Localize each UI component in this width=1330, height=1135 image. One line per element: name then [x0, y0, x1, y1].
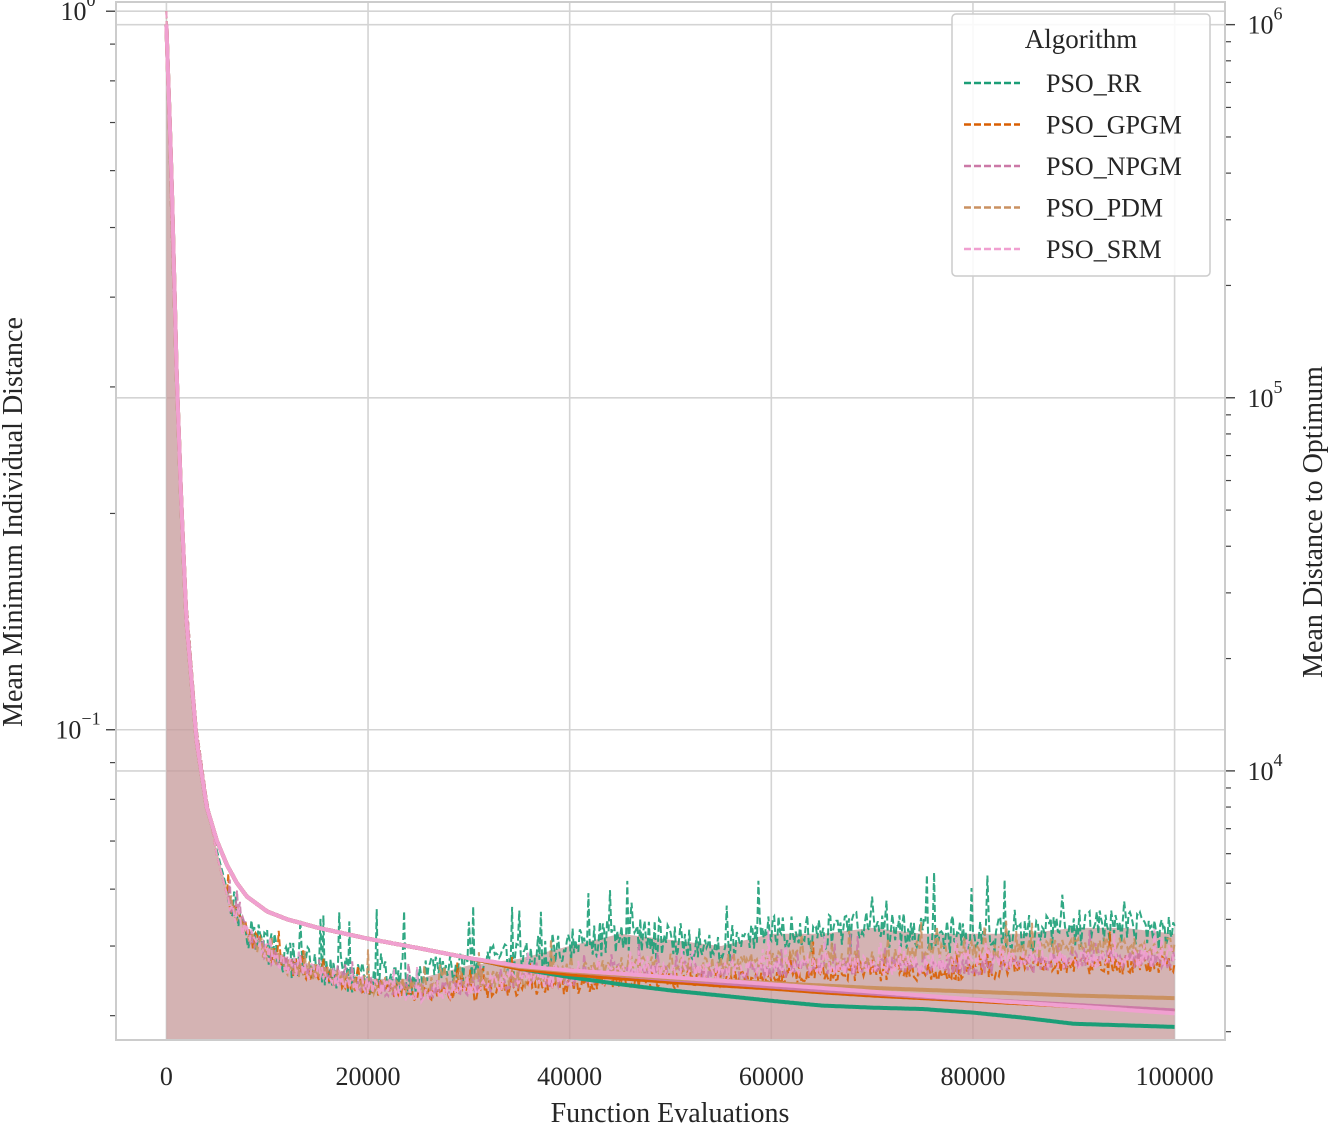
right-y-tick-label: 104	[1248, 750, 1283, 786]
legend-label: PSO_NPGM	[1046, 152, 1182, 181]
x-tick-label: 0	[160, 1062, 173, 1091]
legend-box	[951, 13, 1211, 277]
legend-label: PSO_PDM	[1046, 194, 1163, 223]
axes-layer: 0 20000 40000 60000 80000 100000 100 10−1 104 105…	[55, 0, 1282, 1091]
x-axis-title: Function Evaluations	[551, 1098, 790, 1129]
series-line-PSO_SRM	[164, 24, 1175, 1016]
x-tick-label: 80000	[940, 1062, 1005, 1091]
legend-items: PSO_RR PSO_GPGM PSO_NPGM PSO_PDM PSO_SRM	[964, 69, 1182, 264]
smooth-series-layer	[164, 24, 1175, 1029]
x-tick-label: 20000	[336, 1062, 401, 1091]
plot-frame	[115, 1, 1226, 1041]
x-tick-label: 100000	[1136, 1062, 1214, 1091]
legend-label: PSO_GPGM	[1046, 111, 1182, 140]
left-y-tick-label: 100	[61, 0, 96, 26]
right-y-tick-label: 105	[1248, 377, 1283, 413]
legend: Algorithm PSO_RRPSO_GPGMPSO_NPGMPSO_PDMP…	[951, 13, 1211, 277]
legend-title: Algorithm	[1025, 24, 1138, 54]
legend-item: PSO_GPGM	[964, 111, 1182, 140]
legend-item: PSO_PDM	[964, 194, 1163, 223]
legend-item: PSO_RR	[964, 69, 1142, 98]
legend-label: PSO_SRM	[1046, 235, 1162, 264]
right-y-tick-label: 106	[1248, 4, 1283, 40]
left-y-tick-label: 10−1	[55, 709, 100, 745]
right-y-axis-title: Mean Distance to Optimum	[1298, 366, 1329, 678]
x-tick-label: 40000	[537, 1062, 602, 1091]
legend-label: PSO_RR	[1046, 69, 1142, 98]
legend-item: PSO_SRM	[964, 235, 1162, 264]
legend-item: PSO_NPGM	[964, 152, 1182, 181]
series-noisy-line-PSO_PDM	[165, 11, 1176, 998]
x-tick-label: 60000	[739, 1062, 804, 1091]
left-y-axis-title: Mean Minimum Individual Distance	[0, 317, 29, 727]
